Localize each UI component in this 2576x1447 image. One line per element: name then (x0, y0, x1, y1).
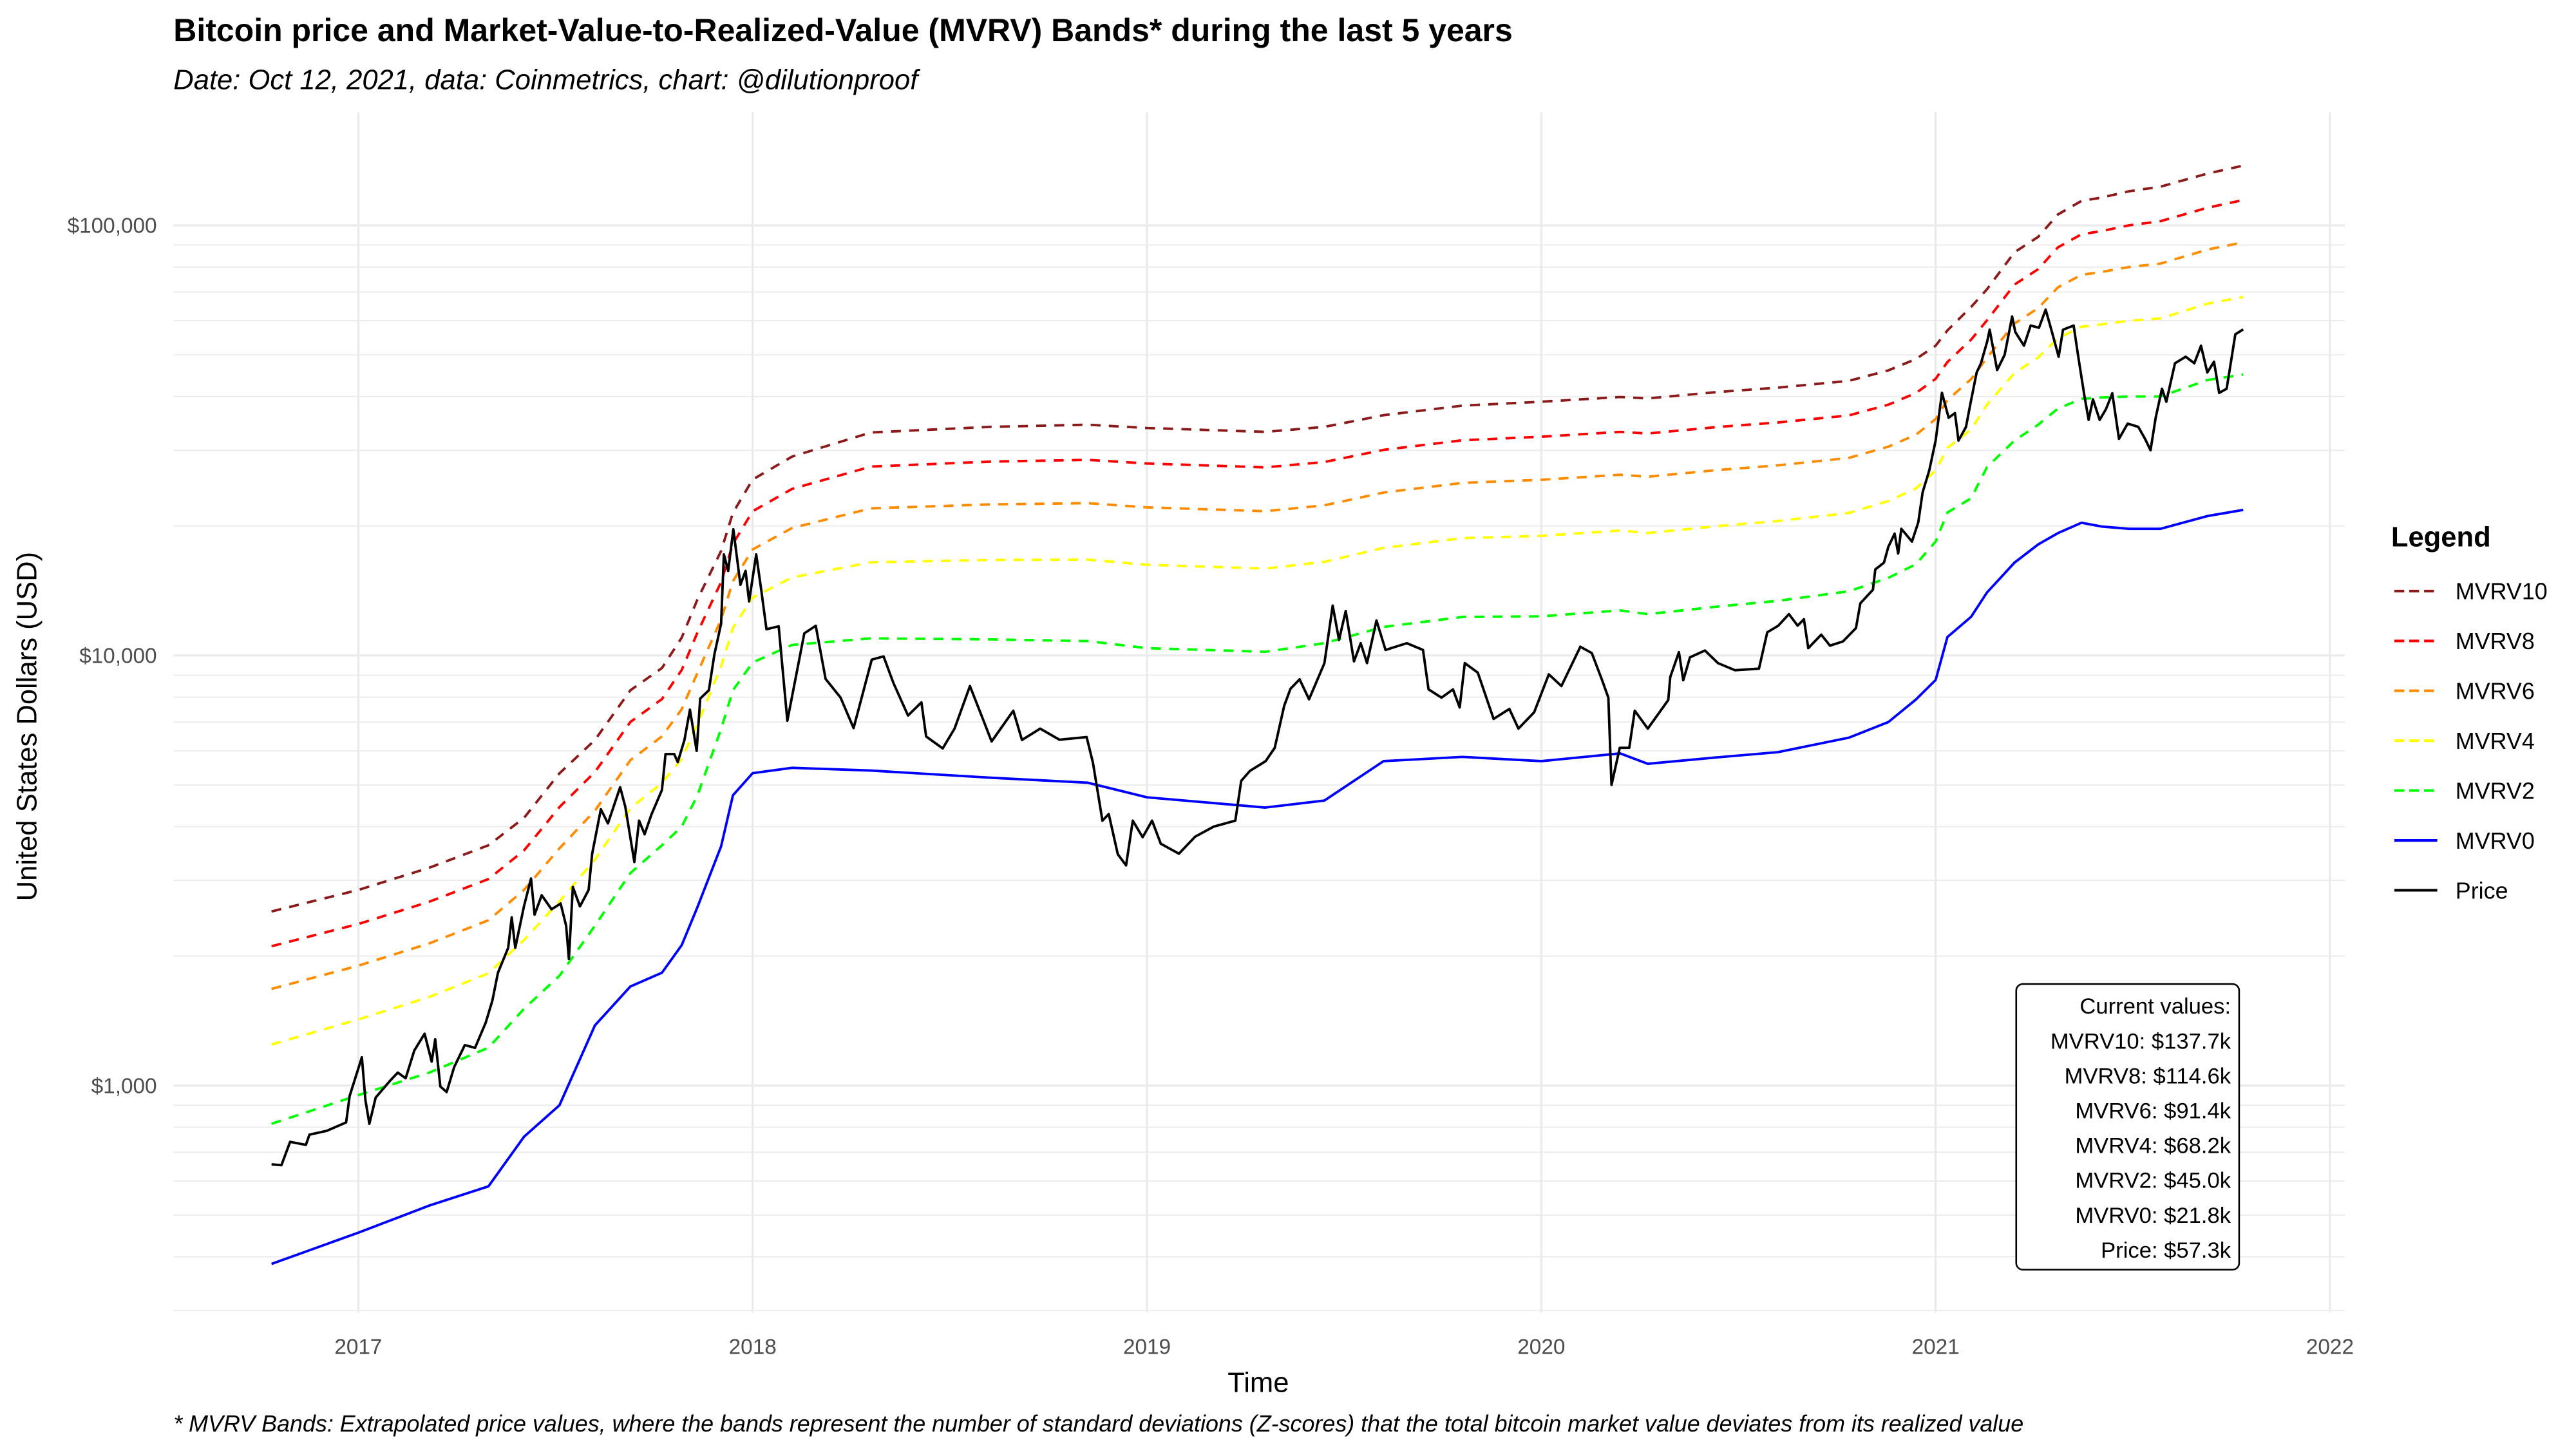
x-tick-label: 2017 (334, 1335, 382, 1359)
x-tick-label: 2018 (729, 1335, 777, 1359)
plot-series (271, 164, 2244, 1265)
current-value-line: MVRV0: $21.8k (2075, 1204, 2231, 1228)
chart-title: Bitcoin price and Market-Value-to-Realiz… (173, 12, 1513, 48)
current-value-line: MVRV4: $68.2k (2075, 1134, 2231, 1159)
y-axis-title: United States Dollars (USD) (12, 552, 43, 901)
legend-label: MVRV0 (2456, 828, 2535, 854)
current-values-box: Current values: MVRV10: $137.7k MVRV8: $11… (2015, 983, 2240, 1271)
x-tick-label: 2022 (2306, 1335, 2354, 1359)
legend-title: Legend (2391, 522, 2491, 553)
legend-label: MVRV6 (2456, 679, 2535, 705)
x-axis-title: Time (1227, 1367, 1289, 1398)
current-value-line: Price: $57.3k (2101, 1238, 2231, 1263)
series-line-mvrv8 (271, 198, 2244, 948)
x-axis-ticks: 2017 2018 2019 2020 2021 2022 (334, 1335, 2354, 1359)
legend-label: MVRV4 (2456, 728, 2535, 754)
legend-item-mvrv4: MVRV4 (2394, 728, 2535, 754)
legend-item-mvrv2: MVRV2 (2394, 778, 2535, 804)
legend: Legend MVRV10 MVRV8 MVRV6 MVRV4 MVRV2 MVRV0 Pr… (2391, 522, 2548, 904)
current-value-line: MVRV2: $45.0k (2075, 1169, 2231, 1193)
current-value-line: MVRV10: $137.7k (2050, 1029, 2231, 1054)
x-tick-label: 2021 (1912, 1335, 1960, 1359)
legend-item-mvrv0: MVRV0 (2394, 828, 2535, 854)
current-values-heading: Current values: (2079, 994, 2231, 1019)
legend-items: MVRV10 MVRV8 MVRV6 MVRV4 MVRV2 MVRV0 Price (2394, 579, 2548, 903)
legend-item-mvrv8: MVRV8 (2394, 629, 2535, 654)
series-line-mvrv2 (271, 373, 2244, 1125)
y-tick-label: $1,000 (91, 1074, 157, 1098)
series-line-mvrv6 (271, 241, 2244, 990)
series-line-mvrv10 (271, 164, 2244, 913)
legend-item-mvrv6: MVRV6 (2394, 679, 2535, 705)
chart-caption: * MVRV Bands: Extrapolated price values,… (173, 1411, 2023, 1437)
x-tick-label: 2020 (1517, 1335, 1565, 1359)
series-line-mvrv0 (271, 508, 2244, 1265)
x-tick-label: 2019 (1123, 1335, 1171, 1359)
legend-item-mvrv10: MVRV10 (2394, 579, 2548, 605)
legend-label: Price (2456, 878, 2508, 903)
legend-item-price: Price (2394, 878, 2508, 903)
y-tick-label: $10,000 (79, 644, 156, 668)
series-line-price (271, 308, 2244, 1167)
current-values-lines: Current values: MVRV10: $137.7k MVRV8: $11… (2050, 994, 2231, 1263)
legend-label: MVRV2 (2456, 778, 2535, 804)
chart-subtitle: Date: Oct 12, 2021, data: Coinmetrics, c… (173, 64, 920, 95)
y-tick-label: $100,000 (68, 214, 157, 238)
y-axis-ticks: $1,000 $10,000 $100,000 (68, 214, 157, 1099)
current-value-line: MVRV6: $91.4k (2075, 1099, 2231, 1124)
legend-label: MVRV8 (2456, 629, 2535, 654)
plot-grid (173, 112, 2345, 1313)
current-value-line: MVRV8: $114.6k (2065, 1064, 2231, 1088)
current-values-frame (2015, 983, 2240, 1271)
legend-label: MVRV10 (2456, 579, 2548, 605)
